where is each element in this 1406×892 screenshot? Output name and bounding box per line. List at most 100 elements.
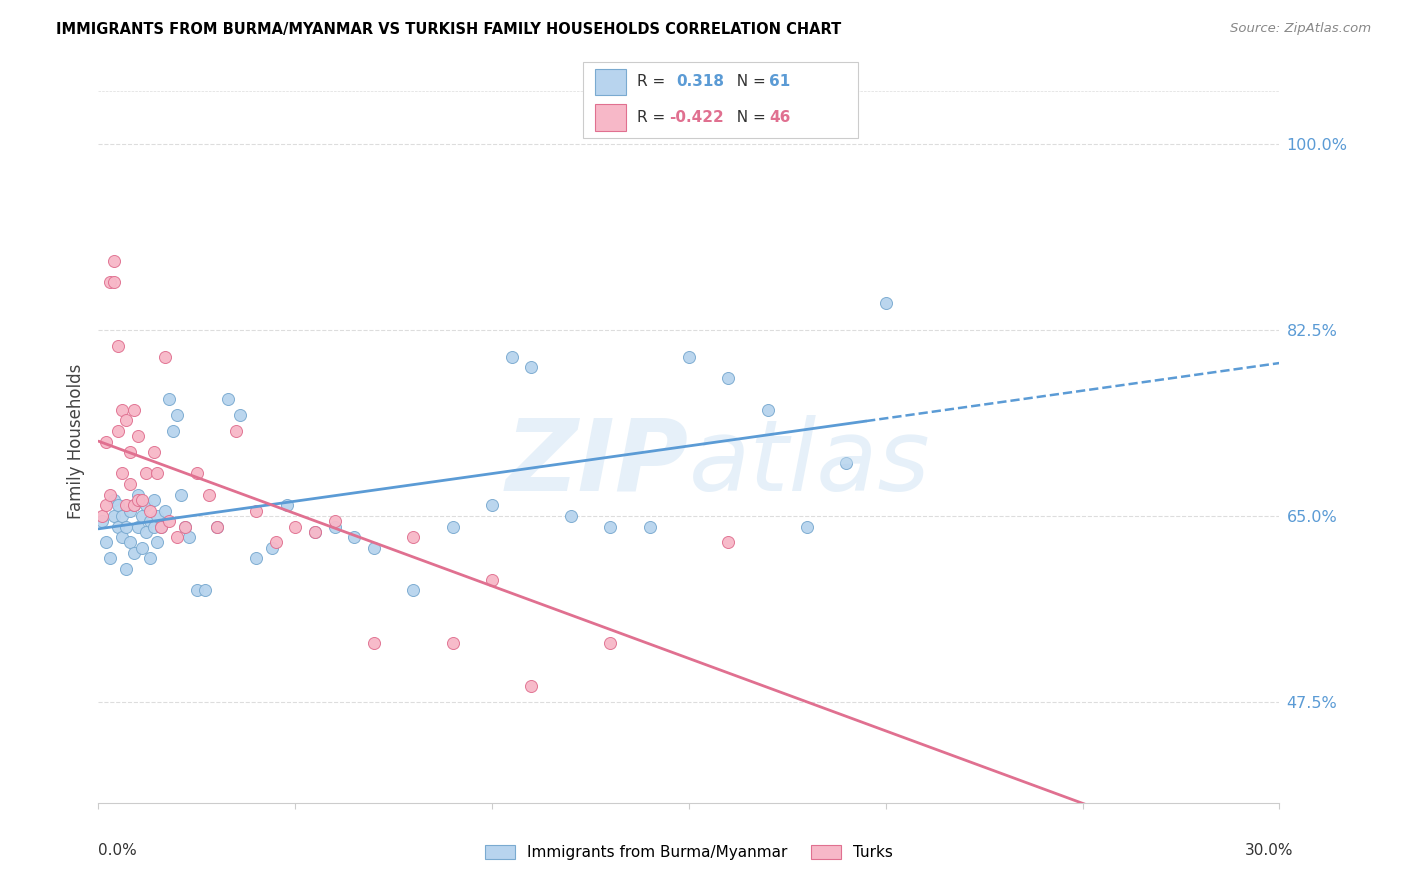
Point bbox=[402, 583, 425, 598]
Point bbox=[138, 503, 160, 517]
Point bbox=[520, 679, 543, 693]
Point bbox=[501, 350, 523, 364]
Point bbox=[107, 519, 129, 533]
Point bbox=[111, 467, 134, 481]
Point bbox=[560, 508, 582, 523]
Point bbox=[245, 551, 267, 566]
Point bbox=[229, 408, 252, 422]
Point bbox=[166, 530, 188, 544]
Text: 46: 46 bbox=[769, 110, 790, 125]
Point bbox=[205, 519, 228, 533]
Point bbox=[127, 519, 149, 533]
Point bbox=[91, 514, 114, 528]
Text: ZIP: ZIP bbox=[506, 415, 689, 512]
Text: N =: N = bbox=[727, 74, 770, 89]
Point bbox=[796, 519, 818, 533]
Point bbox=[142, 493, 165, 508]
Point bbox=[118, 477, 141, 491]
Point bbox=[131, 493, 153, 508]
Point bbox=[678, 350, 700, 364]
Point bbox=[115, 562, 138, 576]
Point bbox=[118, 503, 141, 517]
Point bbox=[107, 424, 129, 438]
Point bbox=[135, 524, 157, 539]
Point bbox=[107, 498, 129, 512]
Point bbox=[98, 488, 121, 502]
Text: 30.0%: 30.0% bbox=[1246, 843, 1294, 858]
Point bbox=[323, 514, 346, 528]
Point bbox=[520, 360, 543, 375]
Point bbox=[174, 519, 197, 533]
Point bbox=[142, 519, 165, 533]
Point bbox=[146, 508, 169, 523]
Point bbox=[177, 530, 200, 544]
Point bbox=[363, 636, 385, 650]
Point bbox=[638, 519, 661, 533]
Point bbox=[481, 498, 503, 512]
Point bbox=[170, 488, 193, 502]
Point bbox=[162, 424, 184, 438]
Text: Source: ZipAtlas.com: Source: ZipAtlas.com bbox=[1230, 22, 1371, 36]
Point bbox=[96, 434, 118, 449]
Point bbox=[150, 519, 173, 533]
Text: N =: N = bbox=[727, 110, 770, 125]
Point bbox=[103, 275, 125, 289]
Text: IMMIGRANTS FROM BURMA/MYANMAR VS TURKISH FAMILY HOUSEHOLDS CORRELATION CHART: IMMIGRANTS FROM BURMA/MYANMAR VS TURKISH… bbox=[56, 22, 841, 37]
Text: 0.0%: 0.0% bbox=[98, 843, 138, 858]
Point bbox=[304, 524, 326, 539]
Point bbox=[142, 445, 165, 459]
Point bbox=[343, 530, 366, 544]
Point bbox=[217, 392, 239, 406]
Point bbox=[276, 498, 298, 512]
Text: atlas: atlas bbox=[689, 415, 931, 512]
Point bbox=[115, 519, 138, 533]
Point bbox=[131, 508, 153, 523]
Point bbox=[155, 350, 177, 364]
Point bbox=[111, 402, 134, 417]
Point bbox=[103, 493, 125, 508]
Point bbox=[402, 530, 425, 544]
Point bbox=[186, 583, 208, 598]
Text: R =: R = bbox=[637, 74, 671, 89]
Text: 0.318: 0.318 bbox=[676, 74, 724, 89]
Point bbox=[157, 392, 180, 406]
Point bbox=[122, 546, 145, 560]
Point bbox=[103, 508, 125, 523]
Point bbox=[91, 508, 114, 523]
Point bbox=[146, 467, 169, 481]
Point bbox=[205, 519, 228, 533]
Point bbox=[118, 535, 141, 549]
Point bbox=[194, 583, 217, 598]
Point bbox=[174, 519, 197, 533]
Point bbox=[155, 503, 177, 517]
Point bbox=[138, 514, 160, 528]
Legend: Immigrants from Burma/Myanmar, Turks: Immigrants from Burma/Myanmar, Turks bbox=[485, 845, 893, 860]
Point bbox=[225, 424, 247, 438]
Point bbox=[138, 551, 160, 566]
Point bbox=[111, 530, 134, 544]
Point bbox=[186, 467, 208, 481]
Point bbox=[441, 636, 464, 650]
Point bbox=[122, 402, 145, 417]
Point bbox=[115, 498, 138, 512]
Point bbox=[107, 339, 129, 353]
Point bbox=[875, 296, 897, 310]
Point bbox=[135, 467, 157, 481]
Point bbox=[835, 456, 858, 470]
Point bbox=[122, 498, 145, 512]
Point bbox=[150, 519, 173, 533]
Point bbox=[96, 535, 118, 549]
Point bbox=[135, 498, 157, 512]
Point bbox=[599, 636, 621, 650]
Point bbox=[599, 519, 621, 533]
Point bbox=[756, 402, 779, 417]
Point bbox=[127, 429, 149, 443]
Point bbox=[146, 535, 169, 549]
Point bbox=[717, 535, 740, 549]
Text: 61: 61 bbox=[769, 74, 790, 89]
Point bbox=[323, 519, 346, 533]
Point bbox=[166, 408, 188, 422]
Point bbox=[98, 275, 121, 289]
Point bbox=[260, 541, 283, 555]
Point bbox=[264, 535, 287, 549]
